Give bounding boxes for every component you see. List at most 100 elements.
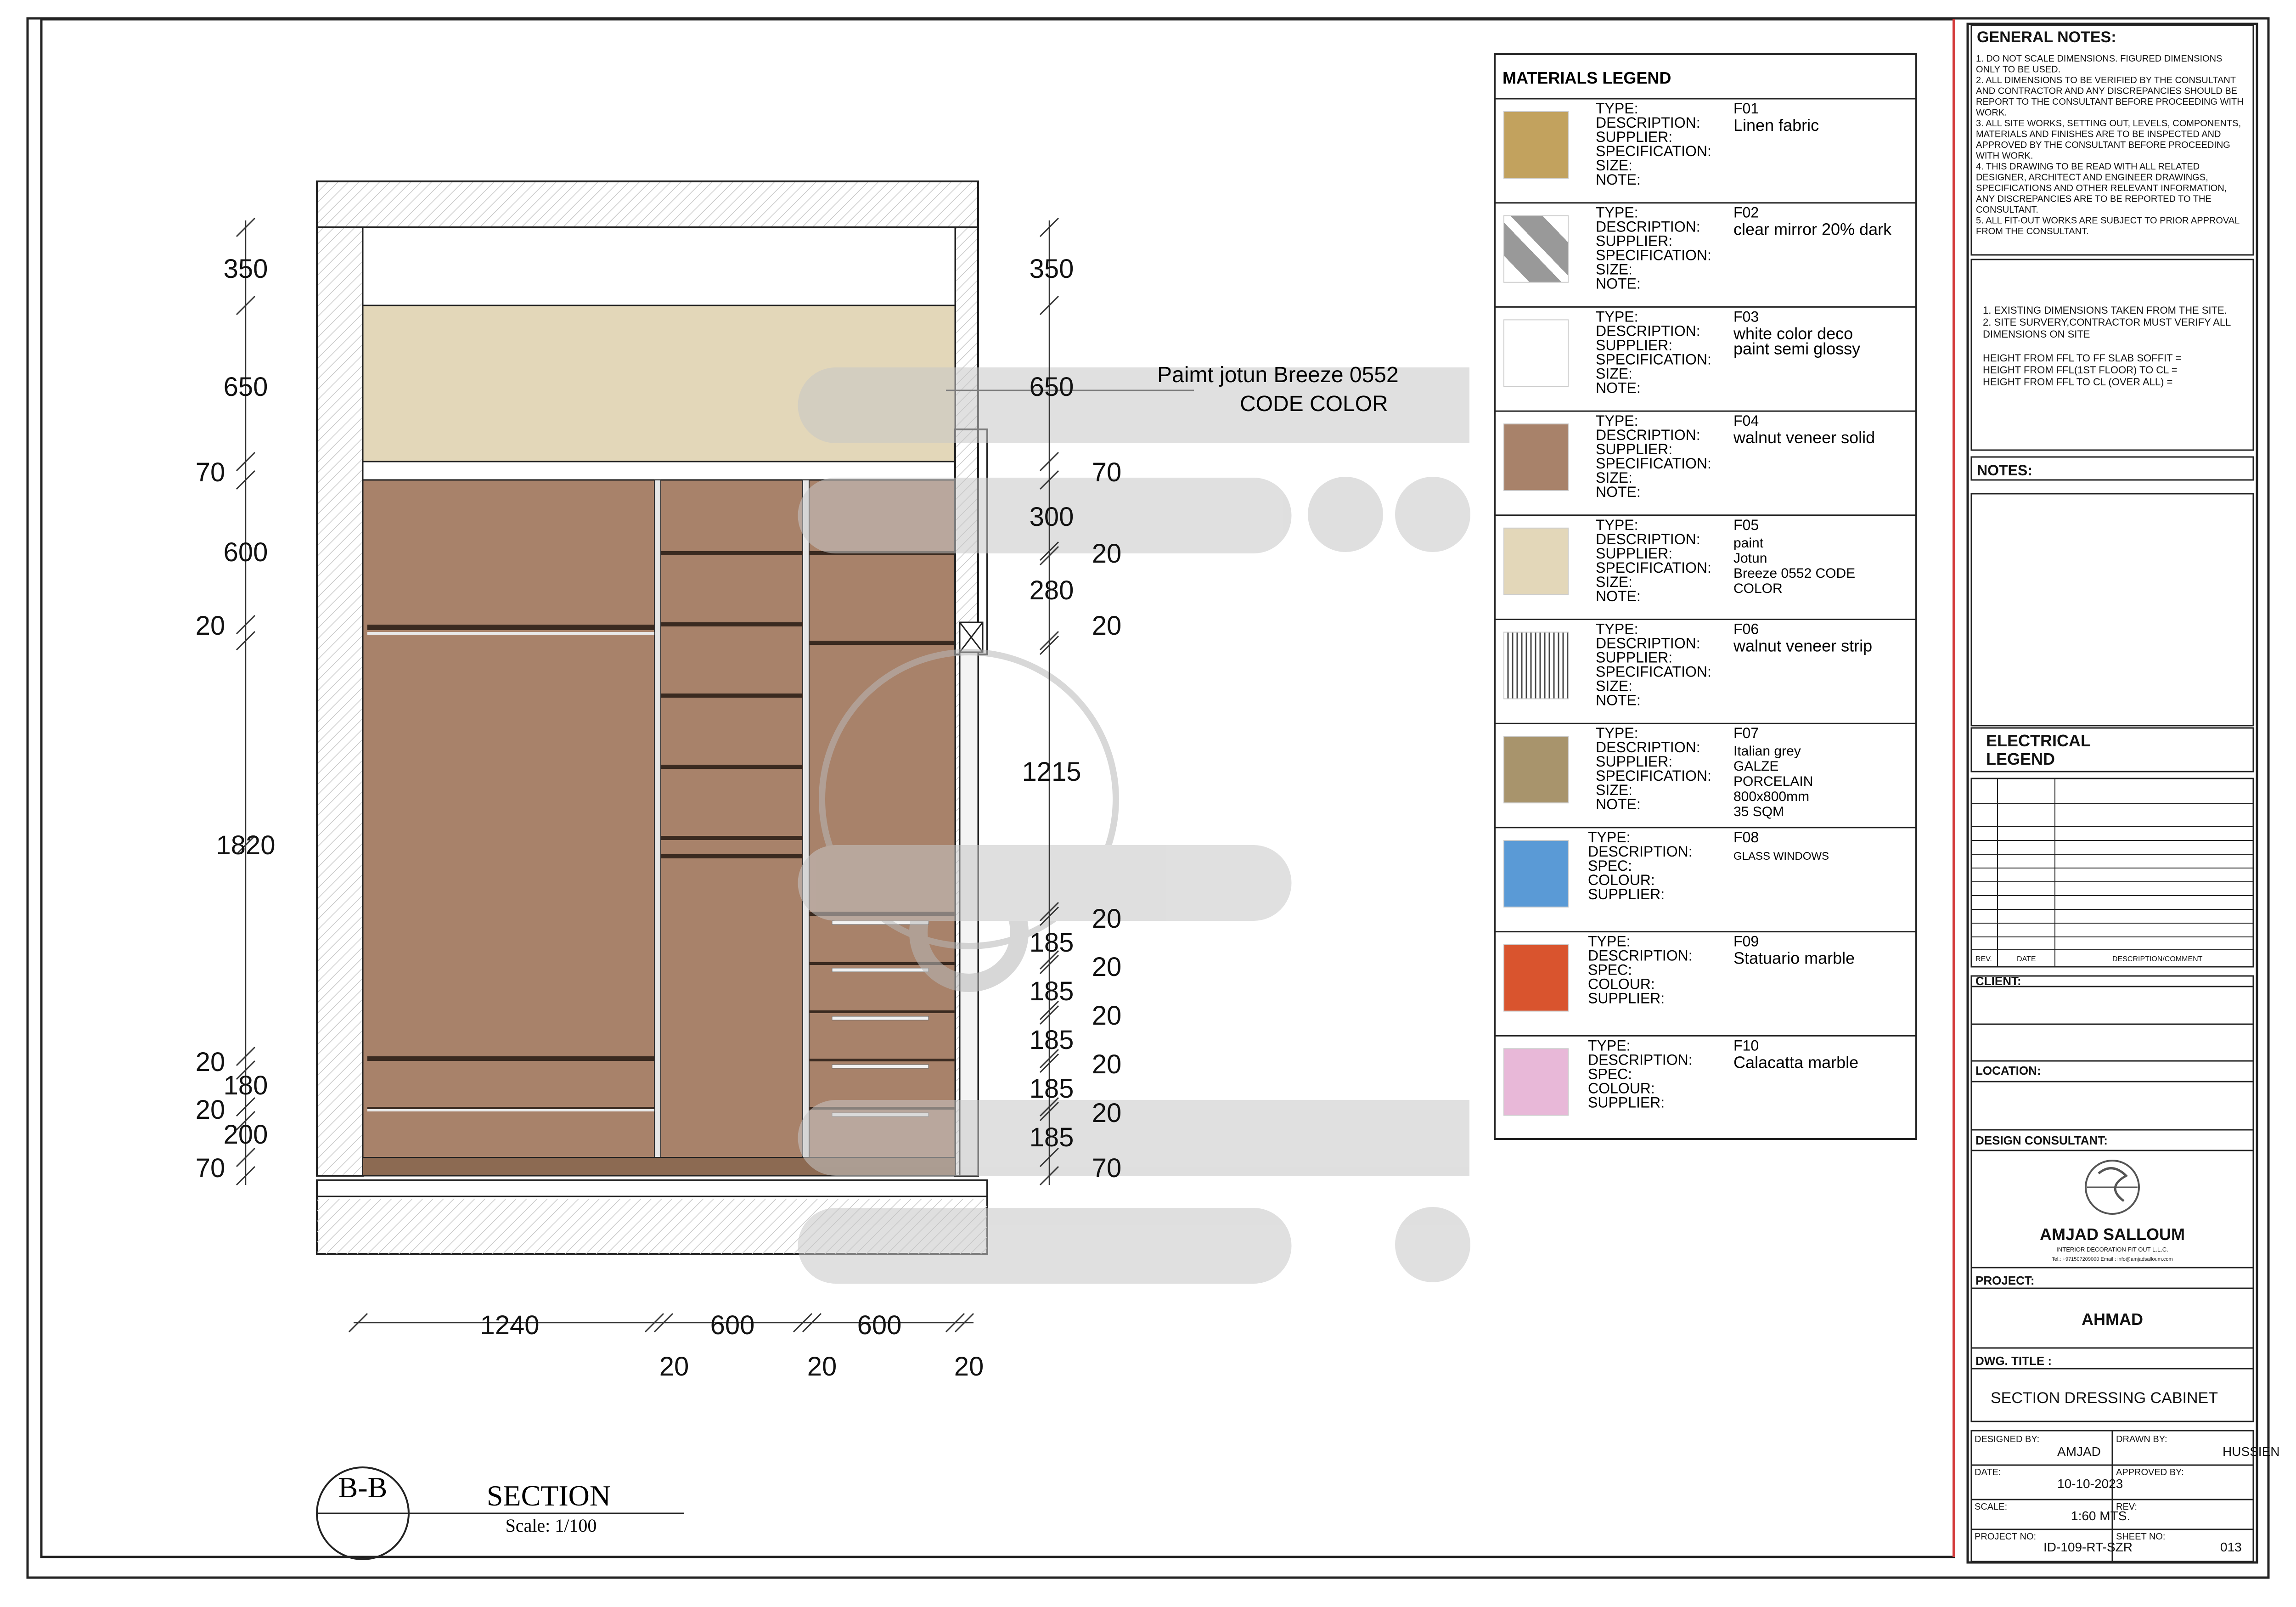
legend-description: Linen fabric — [1733, 116, 1819, 135]
rev-label: REV: — [2116, 1502, 2137, 1512]
dim-tick — [1039, 902, 1059, 922]
date-header: DATE — [2017, 955, 2036, 963]
dim-tick — [1039, 635, 1059, 655]
legend-description: clear mirror 20% dark — [1733, 220, 1892, 239]
dim-tick — [236, 470, 256, 490]
dim-tick — [236, 217, 256, 237]
legend-field-label: SPEC: — [1588, 1066, 1632, 1082]
dim-tick — [348, 1313, 368, 1333]
dim-tick — [1039, 546, 1059, 566]
legend-description: Italian grey — [1733, 744, 1801, 759]
legend-field-label: NOTE: — [1596, 588, 1641, 604]
material-swatch-f08 — [1503, 840, 1569, 908]
legend-code: F05 — [1733, 517, 1759, 533]
legend-field-label: SIZE: — [1596, 678, 1632, 694]
dim-tick — [1039, 950, 1059, 970]
legend-description: PORCELAIN — [1733, 774, 1813, 789]
dim-tick — [1039, 295, 1059, 316]
legend-field-label: SPEC: — [1588, 857, 1632, 874]
dim-left: 180 — [224, 1071, 268, 1100]
material-swatch-f06 — [1503, 632, 1569, 699]
legend-field-label: TYPE: — [1596, 725, 1638, 741]
dim-right: 1215 — [1022, 757, 1081, 787]
material-swatch-f01 — [1503, 111, 1569, 179]
dim-right: 185 — [1030, 928, 1074, 958]
general-note-line: 2. ALL DIMENSIONS TO BE VERIFIED BY THE … — [1976, 75, 2236, 85]
legend-field-label: SIZE: — [1596, 782, 1632, 798]
dim-right: 185 — [1030, 1025, 1074, 1055]
company-name: AMJAD SALLOUM — [2040, 1225, 2185, 1244]
dim-tick — [236, 615, 256, 635]
project-name: AHMAD — [2082, 1310, 2143, 1329]
material-swatch-f10 — [1503, 1048, 1569, 1116]
legend-field-label: NOTE: — [1596, 796, 1641, 812]
dim-right: 20 — [1092, 1098, 1122, 1128]
legend-field-label: DESCRIPTION: — [1588, 1051, 1693, 1068]
project-no: ID-109-RT-SZR — [2043, 1540, 2133, 1554]
company-logo — [2085, 1160, 2140, 1215]
legend-field-label: TYPE: — [1588, 829, 1630, 846]
dim-tick — [236, 1097, 256, 1117]
designed-by-label: DESIGNED BY: — [1975, 1434, 2039, 1444]
legend-field-label: SPECIFICATION: — [1596, 767, 1711, 784]
dim-tick — [236, 631, 256, 651]
general-note-line: REPORT TO THE CONSULTANT BEFORE PROCEEDI… — [1976, 97, 2244, 107]
electrical-legend-title: ELECTRICAL — [1986, 731, 2091, 750]
dim-tick — [653, 1313, 674, 1333]
dim-tick — [236, 1046, 256, 1066]
legend-field-label: TYPE: — [1588, 933, 1630, 950]
legend-field-label: COLOUR: — [1588, 976, 1655, 992]
dim-right: 185 — [1030, 1074, 1074, 1104]
materials-legend: MATERIALS LEGEND TYPE:DESCRIPTION:SUPPLI… — [1494, 53, 1917, 1140]
dim-bottom: 1240 — [480, 1310, 539, 1340]
legend-description: Breeze 0552 CODE — [1733, 566, 1855, 581]
revision-table — [1971, 778, 2253, 967]
legend-description: Calacatta marble — [1733, 1053, 1858, 1071]
dim-right: 20 — [1092, 1001, 1122, 1031]
legend-field-label: DESCRIPTION: — [1588, 947, 1693, 964]
section-title: SECTION — [487, 1479, 611, 1512]
rev-header: REV. — [1975, 955, 1992, 963]
legend-field-label: SPECIFICATION: — [1596, 664, 1711, 680]
legend-description: COLOR — [1733, 581, 1783, 596]
general-note-line: FROM THE CONSULTANT. — [1976, 226, 2089, 237]
general-note-line: 4. THIS DRAWING TO BE READ WITH ALL RELA… — [1976, 162, 2200, 172]
legend-field-label: TYPE: — [1596, 204, 1638, 221]
general-note-line: ONLY TO BE USED. — [1976, 65, 2060, 75]
legend-field-label: DESCRIPTION: — [1596, 427, 1700, 443]
dim-tick — [1039, 906, 1059, 926]
company-sub: INTERIOR DECORATION FIT OUT L.L.C. — [2056, 1246, 2168, 1253]
general-note-line: 1. DO NOT SCALE DIMENSIONS. FIGURED DIME… — [1976, 54, 2222, 64]
legend-field-label: DESCRIPTION: — [1596, 635, 1700, 652]
dim-tick — [1039, 1005, 1059, 1025]
dim-right: 20 — [1092, 611, 1122, 641]
site-note-line: DIMENSIONS ON SITE — [1983, 328, 2090, 340]
approved-by-label: APPROVED BY: — [2116, 1467, 2184, 1477]
dim-tick — [236, 835, 256, 855]
material-swatch-f02 — [1503, 215, 1569, 283]
design-consultant-label: DESIGN CONSULTANT: — [1975, 1133, 2108, 1147]
dim-bottom: 20 — [807, 1352, 837, 1381]
paint-note: Paimt jotun Breeze 0552 — [1157, 363, 1399, 387]
dim-tick — [1039, 1097, 1059, 1117]
legend-description: Jotun — [1733, 551, 1767, 566]
legend-description: paint — [1733, 536, 1764, 551]
legend-field-label: SPECIFICATION: — [1596, 143, 1711, 159]
legend-field-label: SUPPLIER: — [1588, 990, 1665, 1007]
legend-field-label: COLOUR: — [1588, 872, 1655, 888]
material-swatch-f04 — [1503, 423, 1569, 491]
legend-field-label: SPECIFICATION: — [1596, 351, 1711, 367]
general-note-line: CONSULTANT. — [1976, 205, 2038, 215]
general-note-line: 3. ALL SITE WORKS, SETTING OUT, LEVELS, … — [1976, 118, 2241, 129]
legend-field-label: NOTE: — [1596, 276, 1641, 292]
dim-bottom: 600 — [710, 1310, 755, 1340]
legend-field-label: TYPE: — [1596, 621, 1638, 637]
legend-field-label: DESCRIPTION: — [1588, 843, 1693, 860]
general-note-line: DESIGNER, ARCHITECT AND ENGINEER DRAWING… — [1976, 173, 2208, 183]
legend-field-label: SUPPLIER: — [1596, 233, 1672, 249]
legend-field-label: SIZE: — [1596, 574, 1632, 590]
legend-code: F01 — [1733, 100, 1759, 117]
legend-field-label: SUPPLIER: — [1588, 1094, 1665, 1111]
dim-tick — [236, 1060, 256, 1080]
